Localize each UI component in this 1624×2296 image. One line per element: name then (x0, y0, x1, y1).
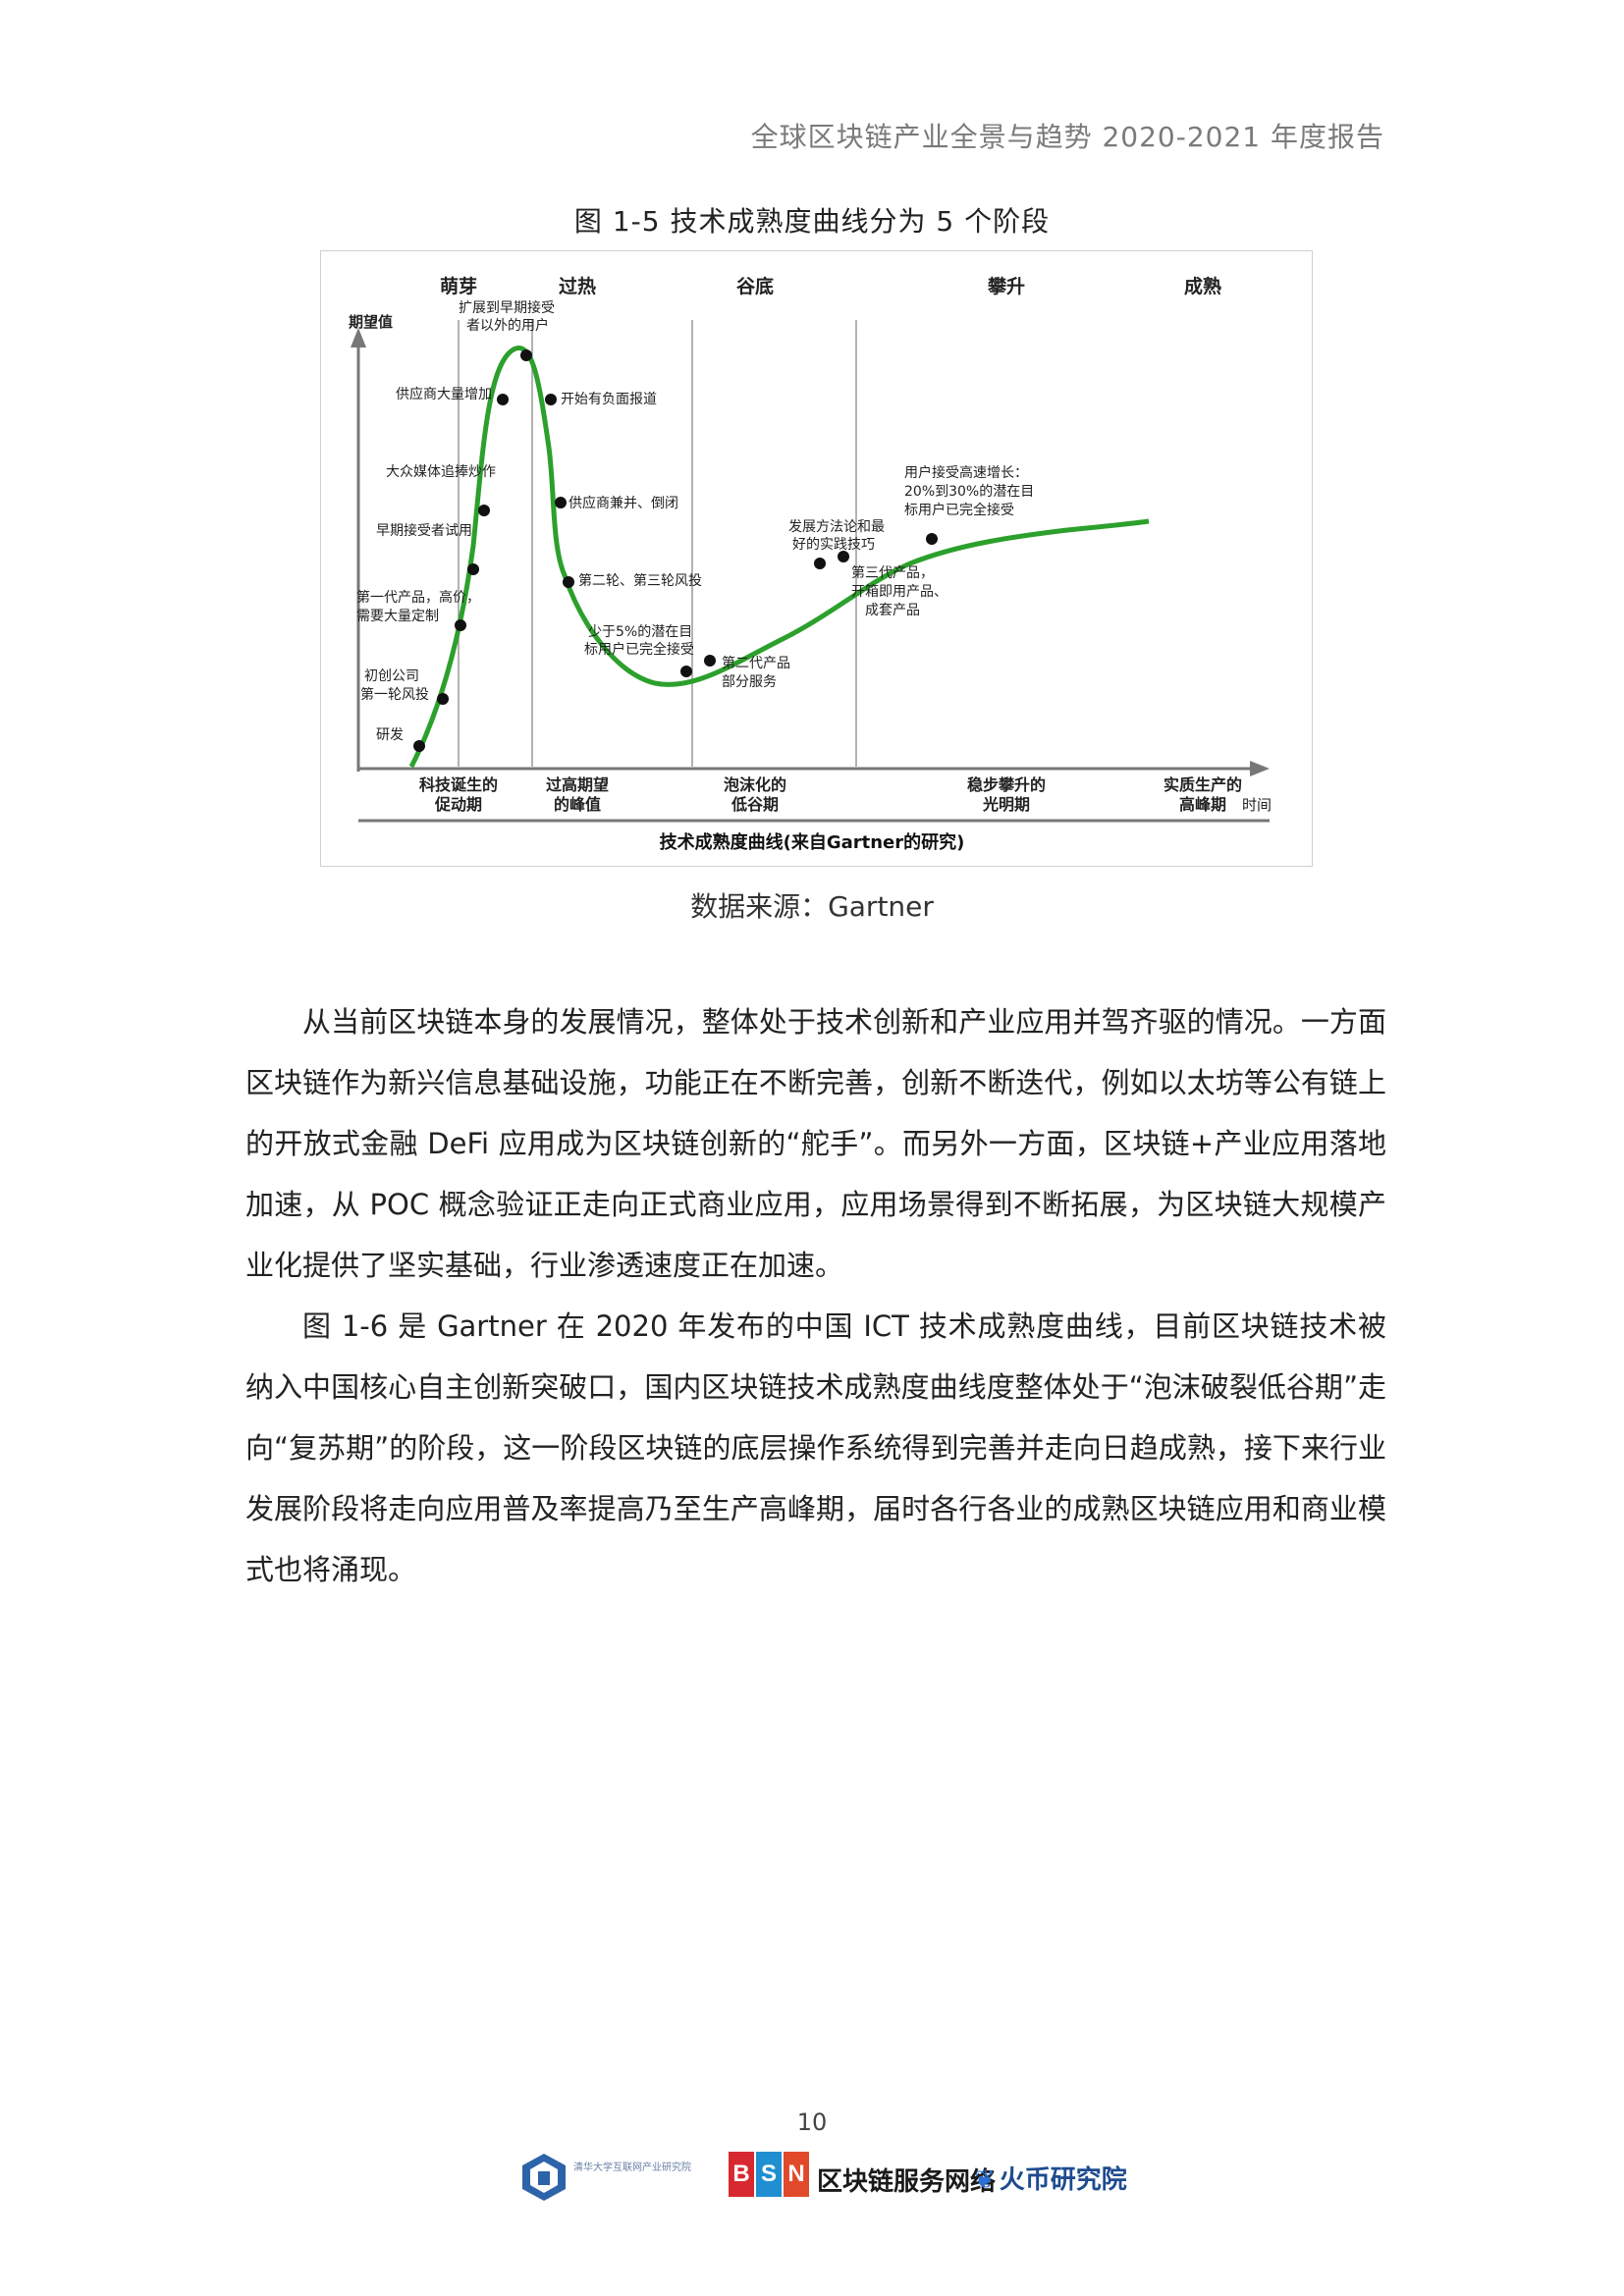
annotation: 开箱即用产品、 (851, 584, 947, 600)
huobi-label: 火币研究院 (999, 2165, 1127, 2195)
phase-label-top: 攀升 (988, 275, 1025, 297)
annotation: 需要大量定制 (356, 609, 439, 624)
point-growth (926, 533, 938, 545)
annotation: 成套产品 (865, 603, 920, 618)
point-suppliers (497, 394, 509, 405)
point-early-adopters (467, 563, 479, 575)
phase-label-top: 萌芽 (440, 275, 477, 297)
figure-caption: 图 1-5 技术成熟度曲线分为 5 个阶段 (573, 205, 1051, 238)
annotation: 开始有负面报道 (561, 392, 657, 407)
point-second-vc (563, 576, 574, 588)
curve-points (413, 349, 938, 752)
point-methods (814, 558, 826, 569)
annotation: 早期接受者试用 (376, 522, 472, 539)
bsn-letter-s: S (756, 2152, 782, 2197)
annotation: 发展方法论和最 (788, 519, 885, 535)
annotation: 扩展到早期接受 (459, 299, 555, 316)
annotation: 第一代产品，高价， (356, 589, 480, 606)
point-peak (520, 349, 532, 361)
annotation: 第一轮风投 (360, 686, 429, 703)
phase-label-top: 过热 (559, 275, 596, 297)
annotation: 供应商大量增加 (396, 386, 492, 402)
tsinghua-logo-icon (522, 2154, 566, 2201)
point-startup (437, 693, 449, 705)
point-media (478, 505, 490, 516)
annotation: 标用户已完全接受 (584, 641, 694, 658)
point-less5 (680, 666, 692, 677)
annotation: 第二代产品 (722, 655, 790, 671)
bsn-letter-b: B (729, 2152, 754, 2197)
bsn-letter-n: N (784, 2152, 809, 2197)
figure-bottom-title: 技术成熟度曲线(来自Gartner的研究) (660, 831, 965, 853)
paragraph: 图 1-6 是 Gartner 在 2020 年发布的中国 ICT 技术成熟度曲… (245, 1309, 1386, 1586)
annotation: 第二轮、第三轮风投 (578, 572, 702, 589)
hype-curve (408, 346, 1150, 769)
tsinghua-logo-text: 清华大学互联网产业研究院 (573, 2163, 691, 2173)
y-axis-label: 期望值 (349, 313, 393, 331)
bsn-label: 区块链服务网络 (817, 2167, 997, 2197)
point-gen2 (704, 655, 716, 667)
phase-label-bottom: 的峰值 (554, 795, 601, 814)
phase-label-bottom: 过高期望 (546, 775, 609, 794)
phase-label-top: 成熟 (1184, 275, 1221, 297)
running-header: 全球区块链产业全景与趋势 2020-2021 年度报告 (750, 121, 1384, 153)
y-axis-arrow-icon (351, 328, 366, 347)
annotation: 大众媒体追捧炒作 (386, 463, 496, 480)
annotation: 20%到30%的潜在目 (904, 484, 1034, 500)
hype-cycle-diagram: 萌芽 过热 谷底 攀升 成熟 期望值 时间 科技诞生的 促动期 过高期望 的峰值… (349, 275, 1272, 853)
annotation: 第三代产品， (851, 564, 934, 581)
phase-label-top: 谷底 (736, 275, 774, 297)
point-rd (413, 740, 425, 752)
point-gen3 (838, 551, 849, 562)
point-negative (545, 394, 557, 405)
point-gen1 (455, 619, 466, 631)
point-consolidation (555, 497, 567, 508)
annotation: 标用户已完全接受 (904, 502, 1014, 518)
annotation: 研发 (376, 727, 404, 743)
flame-icon: ❦ (974, 2165, 996, 2195)
annotation: 部分服务 (722, 674, 777, 690)
phase-label-bottom: 科技诞生的 (419, 775, 498, 794)
annotation: 好的实践技巧 (792, 537, 875, 553)
annotation: 用户接受高速增长： (904, 464, 1028, 481)
annotation: 少于5%的潜在目 (588, 624, 692, 640)
phase-label-bottom: 泡沫化的 (724, 775, 786, 794)
paragraph: 从当前区块链本身的发展情况，整体处于技术创新和产业应用并驾齐驱的情况。一方面区块… (245, 1005, 1386, 1282)
annotation: 供应商兼并、倒闭 (568, 495, 678, 511)
annotation: 初创公司 (364, 667, 419, 684)
phase-label-bottom: 低谷期 (731, 795, 779, 814)
x-axis-arrow-icon (1250, 761, 1270, 776)
phase-label-bottom: 光明期 (982, 795, 1030, 814)
hype-cycle-figure: 萌芽 过热 谷底 攀升 成熟 期望值 时间 科技诞生的 促动期 过高期望 的峰值… (320, 250, 1313, 867)
x-axis-label: 时间 (1242, 796, 1272, 814)
phase-label-bottom: 稳步攀升的 (967, 775, 1046, 794)
body-text: 从当前区块链本身的发展情况，整体处于技术创新和产业应用并驾齐驱的情况。一方面区块… (245, 991, 1386, 1600)
annotation: 者以外的用户 (466, 317, 549, 334)
phase-label-bottom: 高峰期 (1179, 795, 1226, 814)
figure-source: 数据来源：Gartner (690, 890, 934, 923)
page-number: 10 (796, 2109, 828, 2136)
huobi-logo: ❦ 火币研究院 (974, 2160, 1127, 2196)
phase-label-bottom: 促动期 (434, 795, 482, 814)
phase-label-bottom: 实质生产的 (1164, 775, 1242, 794)
